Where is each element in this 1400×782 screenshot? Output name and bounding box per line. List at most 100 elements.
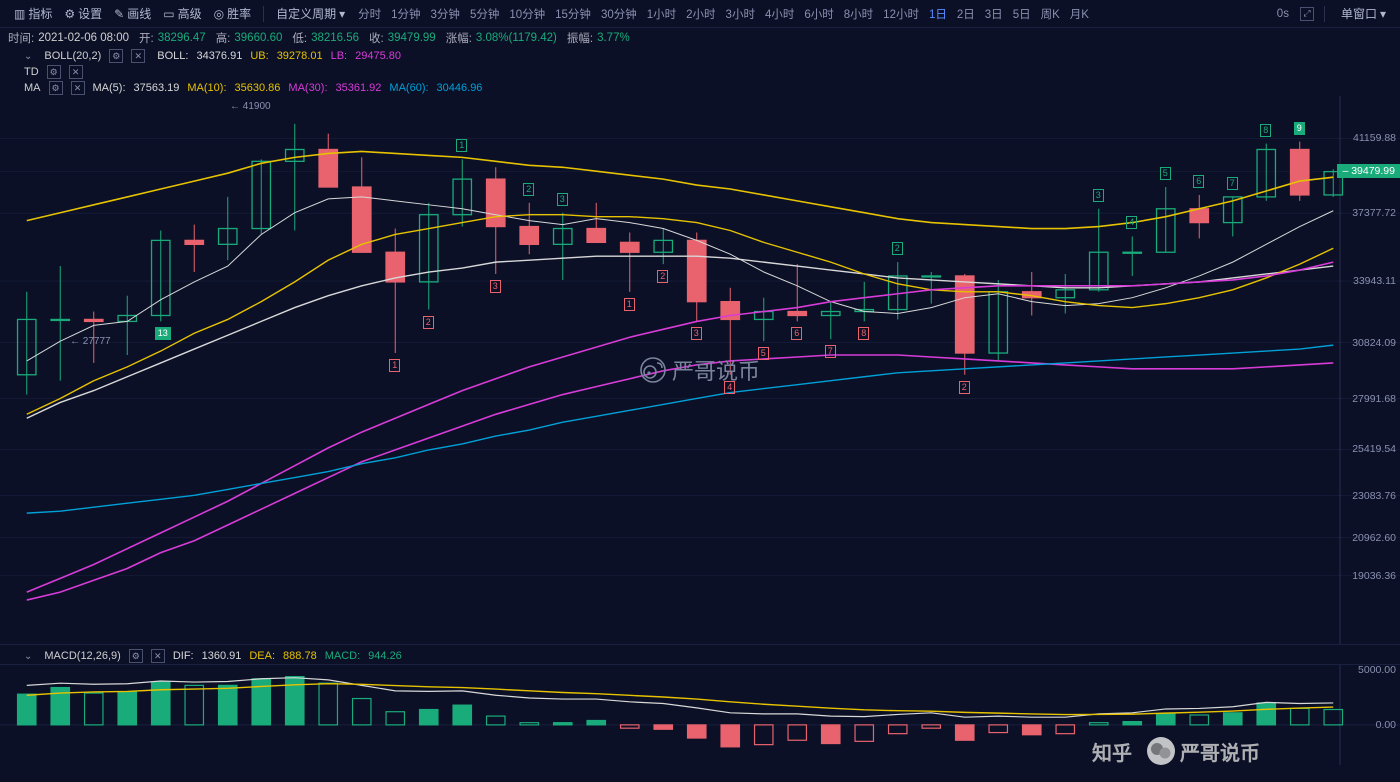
td-mark: 4 [1126, 216, 1137, 229]
close-icon[interactable]: ✕ [151, 649, 165, 663]
close-icon[interactable]: ✕ [71, 81, 85, 95]
dif-label: DIF: [173, 650, 194, 662]
ma30-value: 35361.92 [336, 82, 382, 94]
open-value: 38296.47 [158, 32, 206, 44]
boll-lb-label: LB: [331, 50, 348, 62]
custom-period-dropdown[interactable]: 自定义周期 ▾ [270, 3, 351, 24]
indicator-legend-macd: ⌄ MACD(12,26,9) ⚙ ✕ DIF:1360.91 DEA:888.… [0, 644, 1400, 664]
td-mark: 2 [523, 183, 534, 196]
low-value: 38216.56 [311, 32, 359, 44]
timeframe-分时[interactable]: 分时 [353, 4, 386, 24]
timeframe-10分钟[interactable]: 10分钟 [504, 4, 550, 24]
胜率-button[interactable]: ◎胜率 [208, 3, 258, 24]
separator [1324, 6, 1325, 22]
amplitude-value: 3.77% [597, 32, 630, 44]
ohlc-info-bar: 时间: 2021-02-06 08:00 开: 38296.47 高: 3966… [0, 28, 1400, 48]
timeframe-周K[interactable]: 周K [1036, 4, 1065, 24]
td-mark: 8 [858, 327, 869, 340]
timeframe-15分钟[interactable]: 15分钟 [550, 4, 596, 24]
target-icon: ◎ [214, 7, 224, 21]
gear-icon[interactable]: ⚙ [109, 49, 123, 63]
td-mark: 4 [724, 381, 735, 394]
td-mark: 9 [1294, 122, 1305, 135]
collapse-icon[interactable]: ⌄ [24, 51, 32, 62]
close-icon[interactable]: ✕ [131, 49, 145, 63]
macd-sub-chart[interactable]: 5000.000.00 知乎 严哥说币 [0, 664, 1400, 782]
chart-icon: ▥ [14, 7, 25, 21]
td-mark: 3 [490, 280, 501, 293]
td-mark: 1 [456, 139, 467, 152]
timeframe-8小时[interactable]: 8小时 [839, 4, 878, 24]
tb-label: 高级 [178, 5, 202, 22]
wechat-icon [1146, 736, 1176, 766]
boll-ub-value: 39278.01 [277, 50, 323, 62]
y-tick: 25419.54 [1352, 443, 1396, 455]
td-mark: 3 [557, 193, 568, 206]
timeframe-3分钟[interactable]: 3分钟 [426, 4, 465, 24]
画线-button[interactable]: ✎画线 [108, 3, 157, 24]
boll-lb-value: 29475.80 [355, 50, 401, 62]
macd-val-label: MACD: [325, 650, 360, 662]
time-label: 时间: [8, 30, 34, 46]
boll-mid-value: 34376.91 [196, 50, 242, 62]
timeframe-3日[interactable]: 3日 [980, 4, 1008, 24]
high-value: 39660.60 [234, 32, 282, 44]
td-mark: 2 [657, 270, 668, 283]
custom-period-label: 自定义周期 [276, 5, 336, 22]
timeframe-2小时[interactable]: 2小时 [681, 4, 720, 24]
main-candlestick-chart[interactable]: 41159.8837377.7233943.1130824.0927991.68… [0, 96, 1400, 644]
timeframe-1小时[interactable]: 1小时 [642, 4, 681, 24]
设置-button[interactable]: ⚙设置 [58, 3, 108, 24]
time-value: 2021-02-06 08:00 [38, 32, 129, 44]
close-icon[interactable]: ✕ [69, 65, 83, 79]
y-tick: 19036.36 [1352, 570, 1396, 582]
amplitude-label: 振幅: [567, 30, 593, 46]
timeframe-12小时[interactable]: 12小时 [878, 4, 924, 24]
expand-icon[interactable]: ⤢ [1300, 7, 1314, 21]
collapse-icon[interactable]: ⌄ [24, 651, 32, 662]
watermark-corner: 知乎 严哥说币 [1092, 736, 1260, 766]
single-window-dropdown[interactable]: 单窗口 ▾ [1335, 3, 1392, 24]
timeframe-5分钟[interactable]: 5分钟 [465, 4, 504, 24]
timeframe-4小时[interactable]: 4小时 [760, 4, 799, 24]
ma60-value: 30446.96 [437, 82, 483, 94]
td-mark: 1 [389, 359, 400, 372]
low-arrow-label: ← 27777 [70, 336, 111, 347]
gear-icon[interactable]: ⚙ [47, 65, 61, 79]
y-tick: 23083.76 [1352, 490, 1396, 502]
indicator-legend-td: TD ⚙ ✕ [0, 64, 1400, 80]
timeframe-30分钟[interactable]: 30分钟 [596, 4, 642, 24]
timeframe-6小时[interactable]: 6小时 [799, 4, 838, 24]
timeframe-1日[interactable]: 1日 [924, 4, 952, 24]
close-value: 39479.99 [388, 32, 436, 44]
ma10-value: 35630.86 [235, 82, 281, 94]
td-mark: 6 [1193, 175, 1204, 188]
timeframe-月K[interactable]: 月K [1065, 4, 1094, 24]
box-icon: ▭ [163, 7, 174, 21]
td-mark: 13 [155, 327, 171, 340]
ma-name: MA [24, 82, 41, 94]
boll-mid-label: BOLL: [157, 50, 188, 62]
timeframe-1分钟[interactable]: 1分钟 [386, 4, 425, 24]
seconds-label[interactable]: 0s [1272, 6, 1294, 22]
timeframe-2日[interactable]: 2日 [952, 4, 980, 24]
toolbar-right: 0s ⤢ 单窗口 ▾ [1272, 3, 1392, 24]
td-mark: 6 [791, 327, 802, 340]
change-label: 涨幅: [446, 30, 472, 46]
timeframe-5日[interactable]: 5日 [1008, 4, 1036, 24]
change-value: 3.08%(1179.42) [476, 32, 557, 44]
zhihu-label: 知乎 [1092, 737, 1132, 766]
main-chart-svg [0, 96, 1400, 644]
chevron-down-icon: ▾ [339, 7, 345, 21]
dea-value: 888.78 [283, 650, 317, 662]
low-label: 低: [292, 30, 307, 46]
gear-icon[interactable]: ⚙ [129, 649, 143, 663]
pen-icon: ✎ [114, 7, 124, 21]
高级-button[interactable]: ▭ 高级 [157, 3, 207, 24]
td-mark: 8 [1260, 124, 1271, 137]
timeframe-list: 分时1分钟3分钟5分钟10分钟15分钟30分钟1小时2小时3小时4小时6小时8小… [353, 4, 1270, 24]
dif-value: 1360.91 [202, 650, 242, 662]
timeframe-3小时[interactable]: 3小时 [721, 4, 760, 24]
指标-button[interactable]: ▥指标 [8, 3, 58, 24]
gear-icon[interactable]: ⚙ [49, 81, 63, 95]
